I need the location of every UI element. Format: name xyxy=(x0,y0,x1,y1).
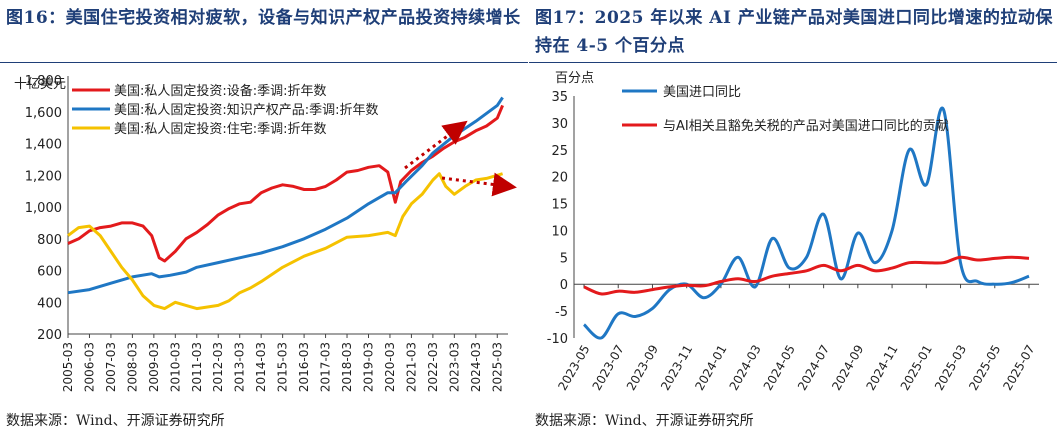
legend-label: 美国:私人固定投资:知识产权产品:季调:折年数 xyxy=(114,102,379,118)
y-tick-label: 1,000 xyxy=(25,201,62,216)
y-tick-label: 15 xyxy=(551,198,568,213)
x-tick-label: 2025-03 xyxy=(932,343,969,393)
y-axis-unit: 十亿美元 xyxy=(14,77,66,92)
chart-16-plot: 十亿美元 200 400 600 800 1,000 1,200 1,400 1,600 1,80… xyxy=(14,74,517,392)
x-tick-label: 2007-03 xyxy=(104,342,118,392)
x-tick-label: 2023-03 xyxy=(447,342,461,392)
source-note: 数据来源：Wind、开源证券研究所 xyxy=(535,413,754,429)
x-tick-label: 2023-09 xyxy=(624,343,661,393)
x-tick-label: 2024-09 xyxy=(829,343,866,393)
y-tick-label: 200 xyxy=(37,328,62,343)
x-tick-label: 2018-03 xyxy=(340,342,354,392)
y-tick-label: 20 xyxy=(551,171,568,186)
x-tick-label: 2024-05 xyxy=(761,343,798,393)
x-tick-label: 2014-03 xyxy=(254,342,268,392)
y-tick-label: -5 xyxy=(555,305,568,320)
x-tick-label: 2025-07 xyxy=(1000,343,1037,393)
y-tick-label: 25 xyxy=(551,144,568,159)
x-tick-label: 2016-03 xyxy=(297,342,311,392)
x-tick-label: 2024-03 xyxy=(727,343,764,393)
series-line xyxy=(582,106,1030,340)
y-tick-label: 1,600 xyxy=(25,106,62,121)
x-tick-label: 2008-03 xyxy=(125,342,139,392)
x-tick-label: 2020-03 xyxy=(383,342,397,392)
x-tick-label: 2025-01 xyxy=(898,343,935,393)
y-tick-label: 1,400 xyxy=(25,138,62,153)
source-note: 数据来源：Wind、开源证券研究所 xyxy=(6,413,225,429)
y-tick-label: 10 xyxy=(551,224,568,239)
x-tick-label: 2022-03 xyxy=(426,342,440,392)
y-tick-label: 400 xyxy=(37,296,62,311)
legend-label: 与AI相关且豁免关税的产品对美国进口同比的贡献 xyxy=(663,118,949,134)
x-tick-label: 2006-03 xyxy=(82,342,96,392)
x-tick-label: 2025-03 xyxy=(490,342,504,392)
x-tick-label: 2025-05 xyxy=(966,343,1003,393)
x-tick-label: 2015-03 xyxy=(276,342,290,392)
x-tick-label: 2023-05 xyxy=(555,343,592,393)
legend-label: 美国进口同比 xyxy=(663,85,741,100)
series-line xyxy=(67,96,504,295)
y-tick-label: 0 xyxy=(560,278,568,293)
title-divider xyxy=(529,62,1057,63)
x-tick-label: 2009-03 xyxy=(147,342,161,392)
series-line xyxy=(583,255,1030,296)
y-tick-label: -10 xyxy=(547,332,568,347)
x-tick-label: 2024-03 xyxy=(469,342,483,392)
title-divider xyxy=(0,62,528,63)
x-tick-label: 2010-03 xyxy=(168,342,182,392)
legend-label: 美国:私人固定投资:设备:季调:折年数 xyxy=(114,83,327,99)
chart-panel-17: 图17：2025 年以来 AI 产业链产品对美国进口同比增速的拉动保持在 4-5… xyxy=(529,0,1057,436)
x-tick-label: 2024-07 xyxy=(795,343,832,393)
x-tick-label: 2019-03 xyxy=(361,342,375,392)
chart-17-plot: 百分点-10-5051015202530352023-052023-072023… xyxy=(547,71,1039,393)
trend-arrow-up xyxy=(404,120,468,170)
x-tick-label: 2024-01 xyxy=(692,343,729,393)
chart-title: 图17：2025 年以来 AI 产业链产品对美国进口同比增速的拉动保持在 4-5… xyxy=(535,8,1053,56)
x-tick-label: 2005-03 xyxy=(61,342,75,392)
x-tick-label: 2017-03 xyxy=(319,342,333,392)
x-tick-label: 2013-03 xyxy=(233,342,247,392)
y-tick-label: 1,200 xyxy=(25,169,62,184)
y-axis-unit: 百分点 xyxy=(555,71,594,86)
series-line xyxy=(67,172,504,311)
y-tick-label: 600 xyxy=(37,265,62,280)
x-tick-label: 2021-03 xyxy=(404,342,418,392)
x-tick-label: 2012-03 xyxy=(211,342,225,392)
chart-title: 图16：美国住宅投资相对疲软，设备与知识产权产品投资持续增长 xyxy=(6,8,521,28)
y-tick-label: 5 xyxy=(560,251,568,266)
x-tick-label: 2011-03 xyxy=(190,342,204,392)
y-tick-label: 1,800 xyxy=(25,74,62,89)
x-tick-label: 2023-07 xyxy=(590,343,627,393)
x-tick-label: 2024-11 xyxy=(863,343,900,393)
chart-panel-16: 图16：美国住宅投资相对疲软，设备与知识产权产品投资持续增长 十亿美元 200 40… xyxy=(0,0,528,436)
legend-label: 美国:私人固定投资:住宅:季调:折年数 xyxy=(114,121,327,137)
y-tick-label: 35 xyxy=(551,90,568,105)
y-tick-label: 800 xyxy=(37,233,62,248)
y-tick-label: 30 xyxy=(551,117,568,132)
x-tick-label: 2023-11 xyxy=(658,343,695,393)
